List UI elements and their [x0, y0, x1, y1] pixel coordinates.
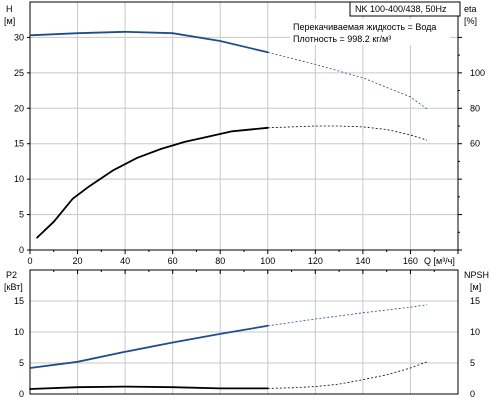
- info-box: [290, 19, 450, 45]
- top-series-0-solid-line: [29, 30, 269, 54]
- npsh-tick-label: 10: [470, 327, 480, 337]
- chart-title: NK 100-400/438, 50Hz: [355, 4, 447, 14]
- eta-tick-label: 100: [470, 68, 485, 78]
- h-tick-label: 10: [14, 174, 24, 184]
- bottom-series-1-dashed-line: [267, 361, 428, 389]
- p2-tick-label: 0: [19, 389, 24, 399]
- h-axis-title: H: [6, 4, 13, 14]
- top-series-1-dashed-line: [267, 125, 428, 141]
- bottom-tick-labels: 0 5 10 15 0 5 10 15: [14, 270, 480, 399]
- bottom-chart-grid: [30, 270, 458, 394]
- q-tick-label: 100: [260, 256, 275, 266]
- q-tick-label: 40: [120, 256, 130, 266]
- eta-tick-label: 60: [470, 139, 480, 149]
- h-tick-label: 20: [14, 103, 24, 113]
- h-tick-label: 5: [19, 210, 24, 220]
- p2-tick-label: 15: [14, 296, 24, 306]
- bottom-series-0-solid-line: [29, 324, 269, 369]
- q-tick-label: 120: [308, 256, 323, 266]
- q-tick-label: 20: [73, 256, 83, 266]
- top-series-1-solid-line: [36, 126, 269, 239]
- q-tick-label: 80: [215, 256, 225, 266]
- h-tick-label: 15: [14, 139, 24, 149]
- q-tick-label: 140: [355, 256, 370, 266]
- h-tick-label: 0: [19, 245, 24, 255]
- npsh-tick-label: 0: [470, 389, 475, 399]
- q-tick-label: 0: [27, 256, 32, 266]
- top-tick-labels: 0 5 10 15 20 25 30 60 80 100 0 20 40 60 80 100 120 140 160: [14, 32, 485, 266]
- p2-tick-label: 5: [19, 358, 24, 368]
- npsh-tick-label: 15: [470, 296, 480, 306]
- p2-axis-title: P2: [6, 270, 17, 280]
- top-series-0-dashed-line: [267, 51, 428, 110]
- bottom-series-group: [29, 304, 428, 390]
- eta-tick-label: 80: [470, 103, 480, 113]
- eta-axis-unit: [%]: [464, 16, 477, 26]
- p2-axis-unit: [кВт]: [4, 282, 23, 292]
- h-axis-unit: [м]: [4, 16, 15, 26]
- bottom-series-1-solid-line: [29, 385, 269, 390]
- npsh-axis-title: NPSH: [464, 270, 489, 280]
- fluid-annotation: Перекачиваемая жидкость = Вода: [293, 22, 436, 32]
- q-axis-title: Q [м³/ч]: [424, 256, 455, 266]
- title-box: [349, 1, 461, 17]
- bottom-series-0-dashed-line: [267, 304, 428, 327]
- p2-tick-label: 10: [14, 327, 24, 337]
- q-tick-label: 160: [403, 256, 418, 266]
- h-tick-label: 25: [14, 68, 24, 78]
- npsh-tick-label: 5: [470, 358, 475, 368]
- density-annotation: Плотность = 998.2 кг/м³: [293, 34, 391, 44]
- eta-axis-title: eta: [464, 4, 477, 14]
- top-series-group: [29, 30, 428, 239]
- q-tick-label: 60: [168, 256, 178, 266]
- h-tick-label: 30: [14, 32, 24, 42]
- npsh-axis-unit: [м]: [470, 282, 481, 292]
